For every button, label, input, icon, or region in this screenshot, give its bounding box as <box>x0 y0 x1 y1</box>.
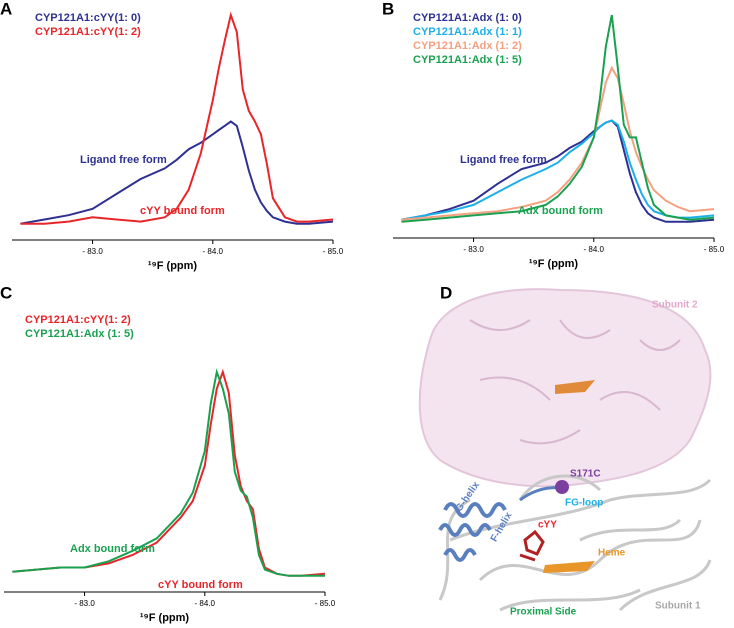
annotation: Ligand free form <box>80 154 167 166</box>
legend-entry: CYP121A1:Adx (1: 5) <box>413 54 522 66</box>
helices <box>438 502 507 562</box>
d-annotation: FG-loop <box>565 498 603 509</box>
panel-label: B <box>382 0 394 18</box>
x-tick-label: - 85.0 <box>704 245 725 254</box>
legend-entry: CYP121A1:Adx (1: 1) <box>413 26 522 38</box>
x-axis-label: ¹⁹F (ppm) <box>148 260 198 272</box>
surface-texture <box>469 319 681 445</box>
annotation: cYY bound form <box>140 205 225 217</box>
x-tick-label: - 84.0 <box>584 245 605 254</box>
spectrum-line <box>401 65 715 221</box>
ribbon <box>438 474 712 612</box>
x-axis-label: ¹⁹F (ppm) <box>140 612 190 624</box>
d-annotation: cYY <box>538 520 557 531</box>
legend-entry: CYP121A1:Adx (1: 2) <box>413 40 522 52</box>
spectrum-line <box>12 368 325 577</box>
structure-image: D Subunit 2 S171C G-helix F-helix FG-loo… <box>418 283 712 618</box>
s171c-sphere <box>555 480 569 494</box>
legend-entry: CYP121A1:cYY(1: 2) <box>25 314 131 326</box>
spectrum-line <box>401 14 715 223</box>
legend-entry: CYP121A1:Adx (1: 0) <box>413 12 522 24</box>
x-tick-label: - 85.0 <box>315 599 336 608</box>
x-tick-label: - 84.0 <box>203 247 224 256</box>
x-tick-label: - 83.0 <box>82 247 103 256</box>
heme <box>543 561 595 573</box>
d-annotation: S171C <box>570 469 601 480</box>
panel-label: A <box>0 0 12 18</box>
spectrum-line <box>12 368 326 577</box>
annotation: cYY bound form <box>158 579 243 591</box>
x-tick-label: - 83.0 <box>74 599 95 608</box>
x-tick-label: - 85.0 <box>323 247 344 256</box>
x-tick-label: - 83.0 <box>463 245 484 254</box>
cyy-ligand <box>519 529 545 562</box>
annotation: Ligand free form <box>460 154 547 166</box>
annotation: Adx bound form <box>70 543 155 555</box>
d-annotation: Subunit 2 <box>652 300 698 311</box>
d-annotation: Heme <box>598 548 626 559</box>
spectrum-line <box>401 119 715 221</box>
legend-entry: CYP121A1:Adx (1: 5) <box>25 328 134 340</box>
spectrum-line <box>20 120 334 225</box>
spectrum-line <box>20 11 334 225</box>
x-tick-label: - 84.0 <box>195 599 216 608</box>
x-axis-label: ¹⁹F (ppm) <box>529 258 579 270</box>
d-annotation: Subunit 1 <box>655 601 701 612</box>
legend-entry: CYP121A1:cYY(1: 2) <box>35 26 141 38</box>
panel-label: D <box>440 283 452 302</box>
d-annotation: Proximal Side <box>510 607 577 618</box>
annotation: Adx bound form <box>518 205 603 217</box>
legend-entry: CYP121A1:cYY(1: 0) <box>35 12 141 24</box>
panel-label: C <box>0 283 12 302</box>
heme-top <box>555 380 595 394</box>
